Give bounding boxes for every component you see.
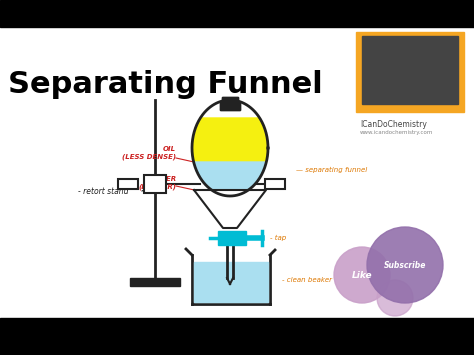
FancyBboxPatch shape [118,179,138,189]
Bar [220,102,240,110]
Text: - retort stand: - retort stand [78,186,128,196]
Bar [220,102,240,110]
Circle shape [377,280,413,316]
Circle shape [367,227,443,303]
Bar [194,262,268,302]
Text: WATER
(DENSER): WATER (DENSER) [138,176,176,190]
Text: www.icandochemistry.com: www.icandochemistry.com [360,130,433,135]
Text: - clean beaker: - clean beaker [282,277,332,283]
Polygon shape [192,118,268,162]
Polygon shape [194,190,266,228]
Bar [222,97,238,102]
Bar [222,97,238,102]
FancyBboxPatch shape [144,175,166,193]
Bar [362,36,458,104]
Text: Subscribe: Subscribe [384,261,426,269]
Bar [218,231,246,245]
Polygon shape [194,162,266,220]
Text: — separating funnel: — separating funnel [296,167,367,173]
Text: ICanDoChemistry: ICanDoChemistry [360,120,427,129]
Bar [0,0,474,27]
FancyBboxPatch shape [265,179,285,189]
Text: Like: Like [352,271,372,279]
Circle shape [334,247,390,303]
Bar [0,318,474,355]
Text: - tap: - tap [270,235,286,241]
Bar [130,278,180,286]
Bar [356,32,464,112]
Text: Separating Funnel: Separating Funnel [8,70,323,99]
Text: OIL
(LESS DENSE): OIL (LESS DENSE) [122,146,176,160]
